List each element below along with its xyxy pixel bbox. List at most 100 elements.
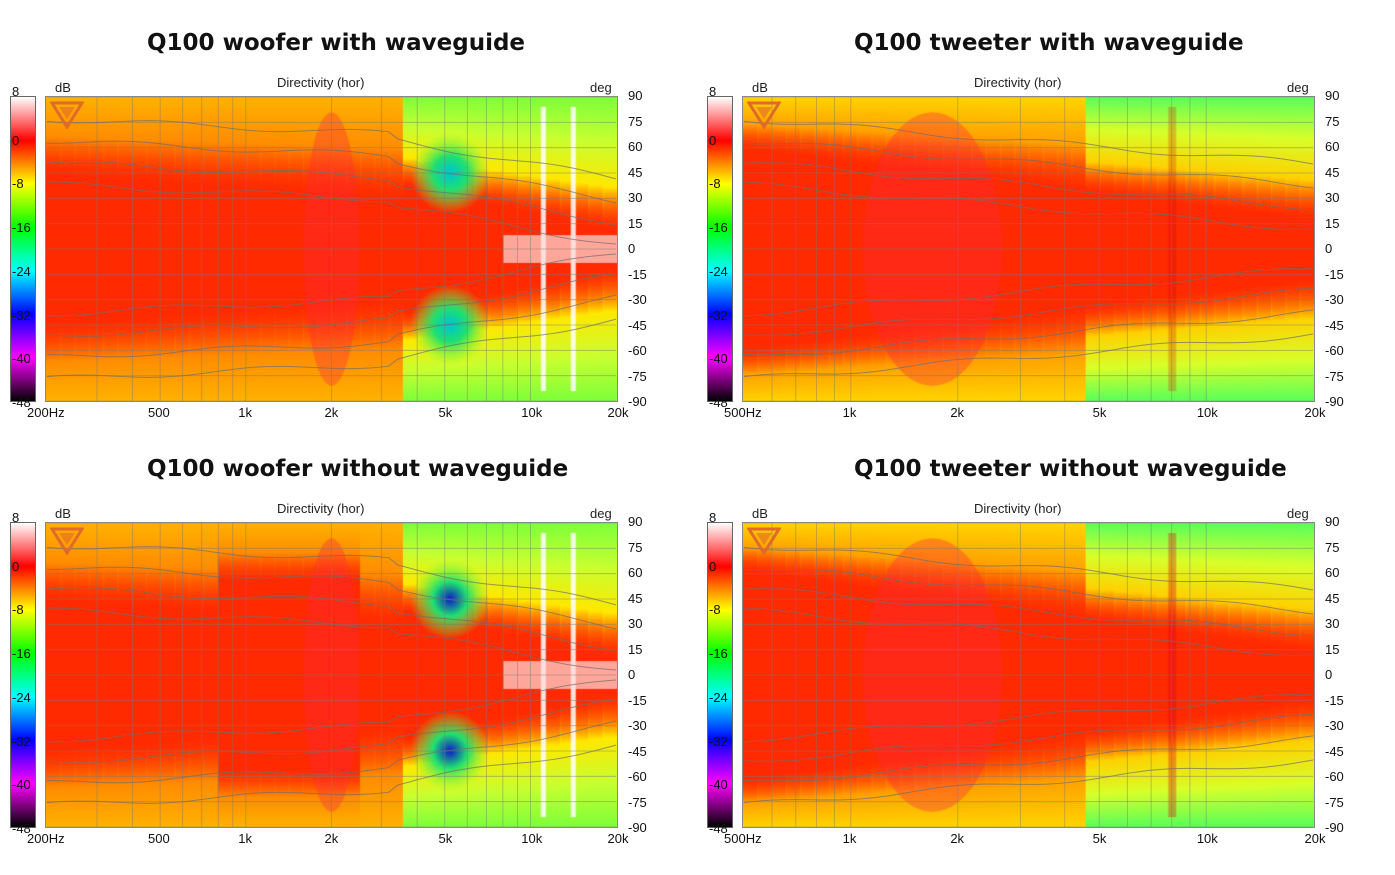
colorbar-unit-label: dB	[55, 506, 71, 521]
contour-line	[46, 720, 617, 784]
x-axis-tick-label: 10k	[1196, 405, 1218, 420]
x-axis-tick-label: 10k	[521, 831, 543, 846]
grid-lines	[46, 97, 617, 401]
x-axis-tick-label: 500	[148, 831, 170, 846]
y-axis-tick-label: -15	[1325, 692, 1344, 708]
x-axis-tick-label: 2k	[950, 831, 965, 846]
x-axis-tick-label: 1k	[842, 831, 857, 846]
colorbar-tick-label: -8	[709, 176, 721, 192]
y-axis-tick-label: 15	[1325, 215, 1340, 231]
y-axis-unit-label: deg	[1287, 80, 1309, 95]
colorbar-tick-label: -8	[12, 602, 24, 618]
x-axis-tick-label: 2k	[950, 405, 965, 420]
x-axis-tick-label: 5k	[1092, 831, 1107, 846]
contour-line	[46, 679, 617, 743]
y-axis-tick-label: 45	[628, 590, 643, 606]
contour-line	[46, 587, 617, 652]
brand-logo-icon	[50, 527, 84, 555]
grid-lines	[46, 523, 617, 827]
contour-line	[743, 735, 1314, 782]
contour-line	[743, 607, 1314, 656]
colorbar-tick-label: 0	[12, 558, 20, 574]
contour-line	[743, 268, 1314, 317]
contour-line	[743, 181, 1314, 230]
colorbar-tick-label: -40	[12, 351, 31, 367]
colorbar	[707, 522, 733, 828]
y-axis-tick-label: 30	[628, 616, 643, 631]
chart-panel-woofer-without-waveguide: Q100 woofer without waveguide Directivit…	[0, 426, 697, 863]
contour-line	[743, 309, 1314, 356]
colorbar-tick-label: -32	[709, 307, 728, 323]
contour-line	[743, 162, 1314, 211]
y-axis-tick-label: -30	[1325, 292, 1344, 307]
heatmap-plot-area	[742, 522, 1315, 828]
y-axis-tick-label: -30	[628, 292, 647, 307]
y-axis-tick-label: -45	[1325, 317, 1344, 333]
y-axis-tick-label: -75	[628, 794, 647, 810]
y-axis-tick-label: 0	[628, 667, 636, 682]
y-axis-tick-label: -75	[628, 368, 647, 384]
y-axis-tick-label: -15	[628, 266, 647, 282]
heatmap-plot-area	[45, 522, 618, 828]
colorbar-unit-label: dB	[55, 80, 71, 95]
x-axis-tick-label: 20k	[1304, 405, 1326, 420]
colorbar-tick-label: 8	[12, 84, 20, 99]
contour-line	[46, 140, 617, 204]
colorbar-tick-label: 0	[709, 132, 717, 148]
x-axis-tick-label: 2k	[324, 831, 339, 846]
y-axis-tick-label: -90	[628, 820, 647, 835]
chart-subtitle: Directivity (hor)	[277, 501, 365, 516]
y-axis-tick-label: 60	[1325, 565, 1340, 580]
y-axis-tick-label: 45	[1325, 164, 1340, 180]
colorbar-tick-label: -32	[12, 307, 31, 323]
x-axis-tick-label: 5k	[1092, 405, 1107, 420]
y-axis-tick-label: -60	[1325, 343, 1344, 358]
x-axis-tick-label: 20k	[1304, 831, 1326, 846]
y-axis-tick-label: 30	[1325, 616, 1340, 631]
contour-line	[743, 287, 1314, 336]
colorbar-tick-label: 8	[709, 84, 717, 99]
brand-logo-icon	[747, 101, 781, 129]
chart-title: Q100 woofer without waveguide	[147, 456, 569, 482]
y-axis-tick-label: -45	[1325, 743, 1344, 759]
y-axis-tick-label: -15	[628, 692, 647, 708]
colorbar-unit-label: dB	[752, 506, 768, 521]
y-axis-tick-label: -30	[628, 718, 647, 733]
colorbar-tick-label: 0	[12, 132, 20, 148]
y-axis-tick-label: 0	[1325, 241, 1333, 256]
chart-panel-tweeter-without-waveguide: Q100 tweeter without waveguide Directivi…	[697, 426, 1394, 863]
chart-title: Q100 tweeter with waveguide	[854, 30, 1244, 56]
x-axis-tick-label: 5k	[438, 831, 453, 846]
colorbar-tick-label: -8	[12, 176, 24, 192]
y-axis-tick-label: 60	[628, 139, 643, 154]
contour-line	[743, 142, 1314, 189]
x-axis-tick-label: 500Hz	[724, 831, 762, 846]
y-axis-tick-label: -45	[628, 743, 647, 759]
colorbar-tick-label: -48	[709, 395, 728, 410]
y-axis-tick-label: 75	[628, 113, 643, 129]
y-axis-tick-label: 30	[628, 190, 643, 205]
contour-line	[743, 588, 1314, 637]
contour-line	[46, 318, 617, 378]
y-axis-tick-label: 15	[628, 641, 643, 657]
contour-line	[46, 744, 617, 804]
contour-line	[46, 546, 617, 606]
colorbar-tick-label: -16	[12, 646, 31, 662]
heatmap-plot-area	[45, 96, 618, 402]
colorbar-tick-label: -24	[12, 263, 31, 279]
x-axis-tick-label: 20k	[607, 831, 629, 846]
y-axis-tick-label: -75	[1325, 368, 1344, 384]
y-axis-tick-label: -45	[628, 317, 647, 333]
chart-subtitle: Directivity (hor)	[974, 75, 1062, 90]
colorbar	[10, 522, 36, 828]
colorbar-tick-label: -32	[12, 733, 31, 749]
x-axis-tick-label: 500	[148, 405, 170, 420]
grid-lines	[743, 523, 1314, 827]
contour-line	[46, 161, 617, 226]
colorbar-tick-label: 8	[709, 510, 717, 525]
x-axis-tick-label: 200Hz	[27, 405, 65, 420]
brand-logo-icon	[50, 101, 84, 129]
y-axis-tick-label: 90	[1325, 514, 1340, 529]
chart-title: Q100 tweeter without waveguide	[854, 456, 1287, 482]
colorbar-tick-label: 0	[709, 558, 717, 574]
